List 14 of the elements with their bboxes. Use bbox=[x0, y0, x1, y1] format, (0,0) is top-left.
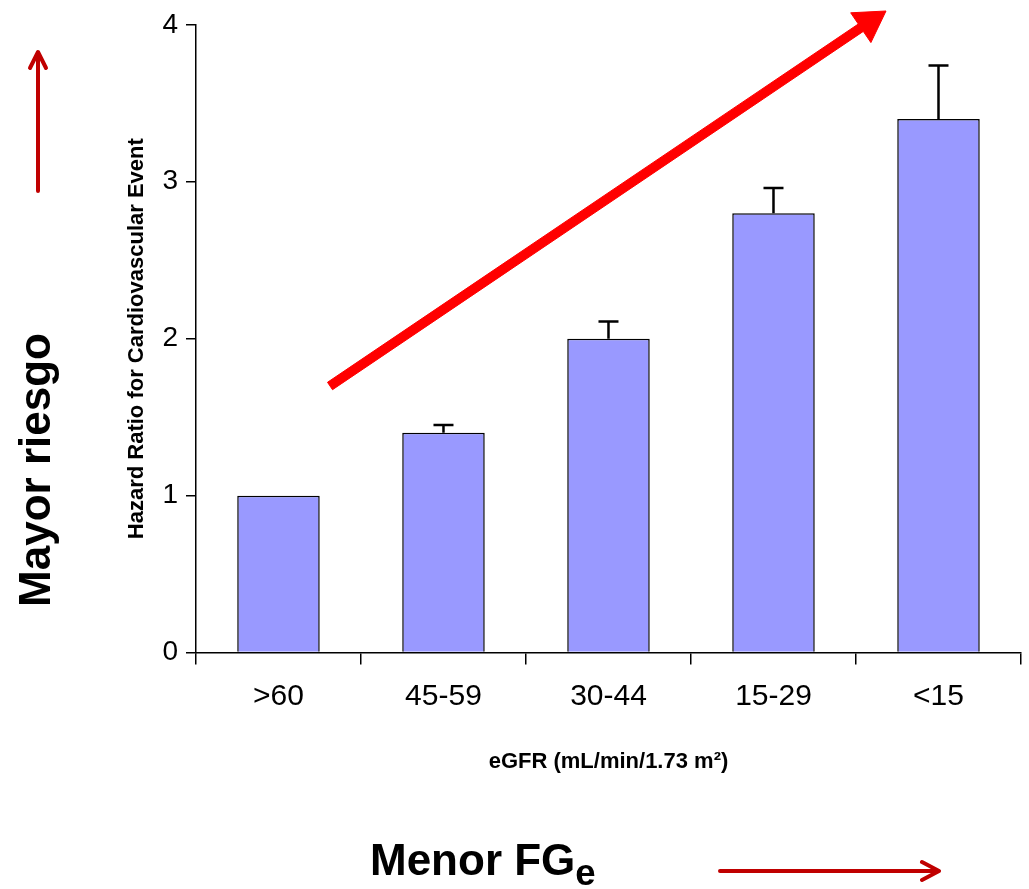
y-tick-label: 3 bbox=[162, 164, 178, 196]
y-tick-label: 2 bbox=[162, 321, 178, 353]
x-tick-label: 30-44 bbox=[570, 677, 647, 711]
y-tick-label: 0 bbox=[162, 635, 178, 667]
text: Mayor riesgo bbox=[10, 333, 60, 607]
y-tick-label: 1 bbox=[162, 478, 178, 510]
x-tick-label: <15 bbox=[913, 677, 964, 711]
text: Menor FG$_{e}$ bbox=[370, 835, 596, 889]
y-axis-title: Hazard Ratio for Cardiovascular Event bbox=[123, 137, 149, 540]
x-axis-title: eGFR (mL/min/1.73 m²) bbox=[488, 747, 729, 773]
x-tick-label: >60 bbox=[253, 677, 304, 711]
y-tick-label: 4 bbox=[162, 7, 178, 39]
x-tick-label: 15-29 bbox=[735, 677, 812, 711]
x-tick-label: 45-59 bbox=[405, 677, 482, 711]
